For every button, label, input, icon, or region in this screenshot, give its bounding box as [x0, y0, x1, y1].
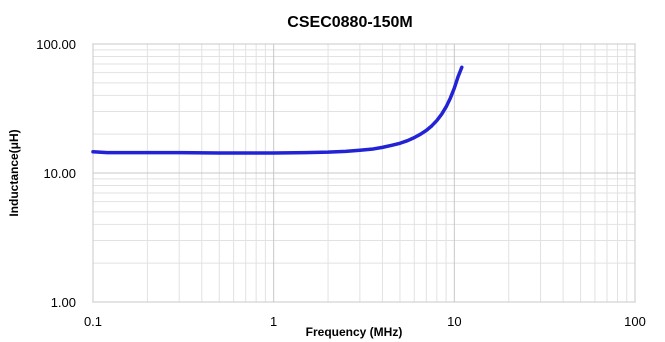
x-axis-ticks: 0.1 1 10 100	[84, 314, 646, 329]
series-layer	[91, 65, 464, 155]
chart-title: CSEC0880-150M	[287, 14, 412, 31]
x-tick-label: 100	[624, 314, 646, 329]
series-line-1	[91, 65, 464, 155]
x-tick-label: 0.1	[84, 314, 102, 329]
x-axis-label: Frequency (MHz)	[306, 325, 403, 339]
y-tick-label: 100.00	[36, 37, 76, 52]
major-gridlines	[92, 43, 636, 303]
y-tick-label: 10.00	[43, 166, 76, 181]
x-tick-label: 10	[447, 314, 461, 329]
y-axis-ticks: 1.00 10.00 100.00	[36, 37, 76, 310]
x-tick-label: 1	[270, 314, 277, 329]
y-axis-label: Inductance(μH)	[7, 129, 21, 216]
y-tick-label: 1.00	[51, 295, 76, 310]
